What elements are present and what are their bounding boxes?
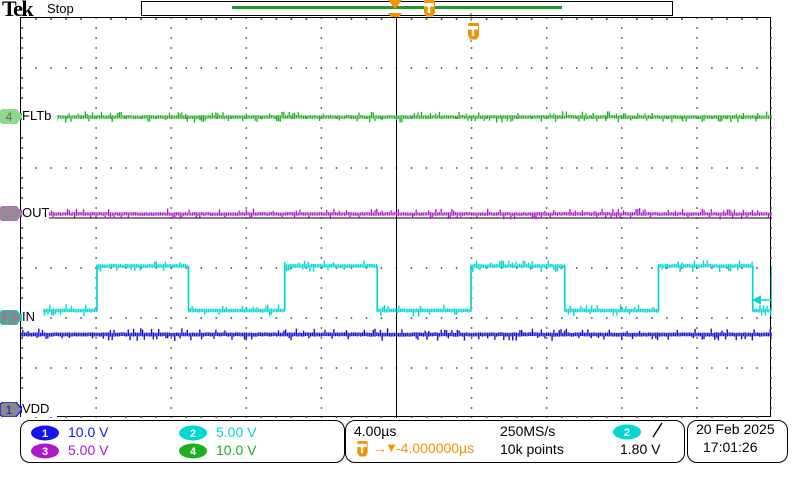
svg-text:4: 4 <box>6 110 13 124</box>
svg-text:2: 2 <box>190 428 196 440</box>
svg-text:1: 1 <box>6 403 13 417</box>
svg-text:3: 3 <box>6 207 13 221</box>
svg-text:2: 2 <box>6 311 13 325</box>
svg-text:3: 3 <box>42 446 48 458</box>
svg-text:1: 1 <box>42 428 48 440</box>
svg-text:4: 4 <box>190 446 197 458</box>
svg-text:2: 2 <box>624 427 630 439</box>
